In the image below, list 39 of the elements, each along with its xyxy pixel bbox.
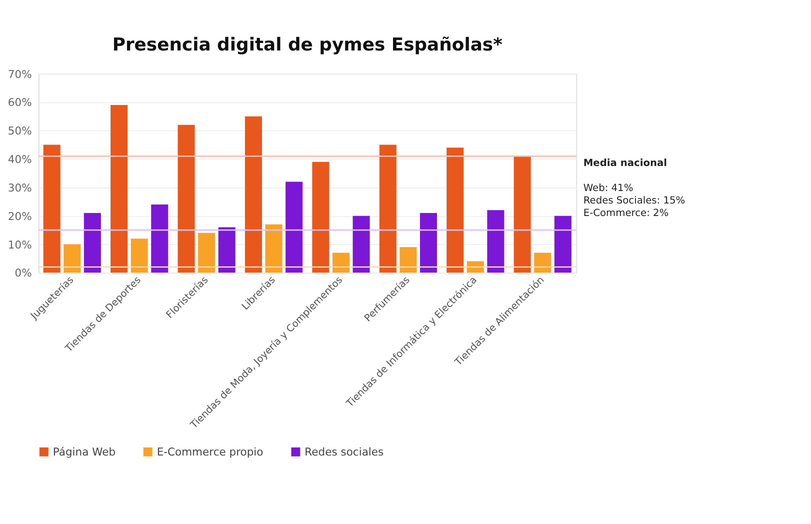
bar [352, 216, 370, 273]
bar [151, 204, 168, 273]
y-tick-label: 10% [8, 238, 32, 252]
bar [446, 148, 464, 273]
bar [43, 144, 60, 273]
bar [534, 252, 552, 273]
text: Redes Sociales: 15% [583, 196, 686, 207]
y-tick-label: 30% [8, 181, 32, 194]
text: E-Commerce: 2% [583, 208, 669, 220]
y-tick-label: 0% [14, 266, 32, 280]
bar [130, 238, 148, 273]
bar [286, 182, 303, 273]
bar [514, 156, 531, 273]
chart-title: Presencia digital de pymes Españolas* [112, 34, 502, 56]
bar [244, 116, 262, 273]
text: Web: 41% [583, 183, 634, 194]
bar [487, 210, 504, 273]
y-tick-label: 60% [8, 96, 32, 110]
y-tick-label: 50% [8, 124, 32, 138]
bar [218, 227, 236, 273]
bar [198, 232, 216, 273]
bar [312, 162, 330, 273]
legend-label: E-Commerce propio [156, 445, 264, 458]
legend-label: Página Web [52, 445, 116, 458]
bar [265, 224, 282, 273]
bar [420, 212, 437, 273]
bar [332, 252, 350, 273]
y-tick-label: 70% [8, 68, 32, 81]
bar [64, 244, 81, 273]
bar [379, 144, 396, 273]
y-tick-label: 40% [8, 153, 32, 166]
bar [400, 247, 417, 273]
bar [554, 216, 572, 273]
bar [110, 104, 128, 273]
y-tick-label: 20% [8, 210, 32, 223]
text: Media nacional [583, 158, 668, 170]
bar [178, 124, 195, 273]
bar [84, 212, 101, 273]
legend-label: Redes sociales [304, 445, 384, 458]
